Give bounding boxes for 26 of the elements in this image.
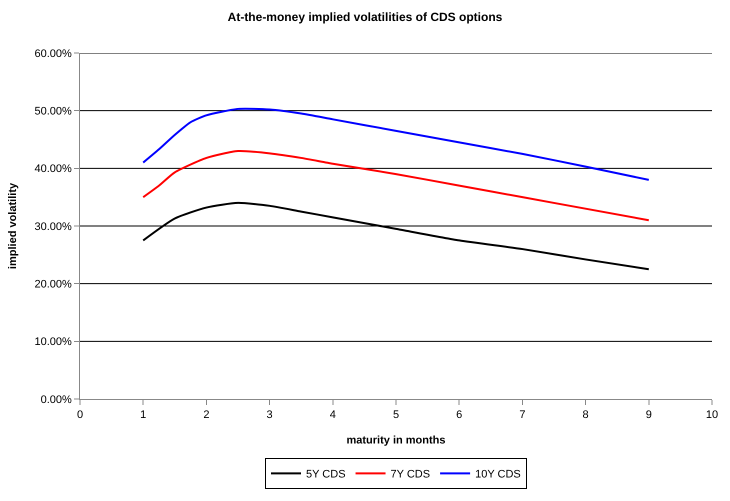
x-tick-label: 6 [456, 409, 462, 422]
x-tick-label: 10 [706, 409, 718, 422]
y-tick-label: 10.00% [34, 336, 72, 348]
x-tick-label: 1 [140, 409, 146, 422]
line-series [142, 108, 650, 181]
y-tick-label: 0.00% [40, 394, 72, 406]
y-tick-label: 50.00% [34, 106, 72, 118]
x-tick-label: 0 [76, 409, 84, 422]
x-tick-label: 5 [392, 409, 400, 422]
y-tick-label: 60.00% [34, 48, 72, 60]
legend-label: 10Y CDS [475, 468, 521, 481]
chart-title: At-the-money implied volatilities of CDS options [228, 10, 503, 24]
x-axis-title: maturity in months [346, 434, 446, 446]
y-tick-label: 20.00% [34, 278, 72, 291]
x-tick-label: 8 [582, 409, 589, 422]
legend-label: 7Y CDS [390, 468, 430, 481]
y-tick-label: 30.00% [34, 220, 72, 233]
x-tick-label: 2 [203, 409, 210, 422]
y-axis-title: implied volatility [7, 182, 20, 270]
y-tick-label: 40.00% [34, 163, 72, 176]
x-tick-label: 4 [330, 409, 336, 422]
x-tick-label: 7 [519, 409, 526, 422]
x-tick-label: 3 [266, 409, 273, 422]
x-tick-label: 9 [646, 409, 652, 422]
legend-label: 5Y CDS [306, 468, 346, 481]
line-series [142, 150, 650, 222]
